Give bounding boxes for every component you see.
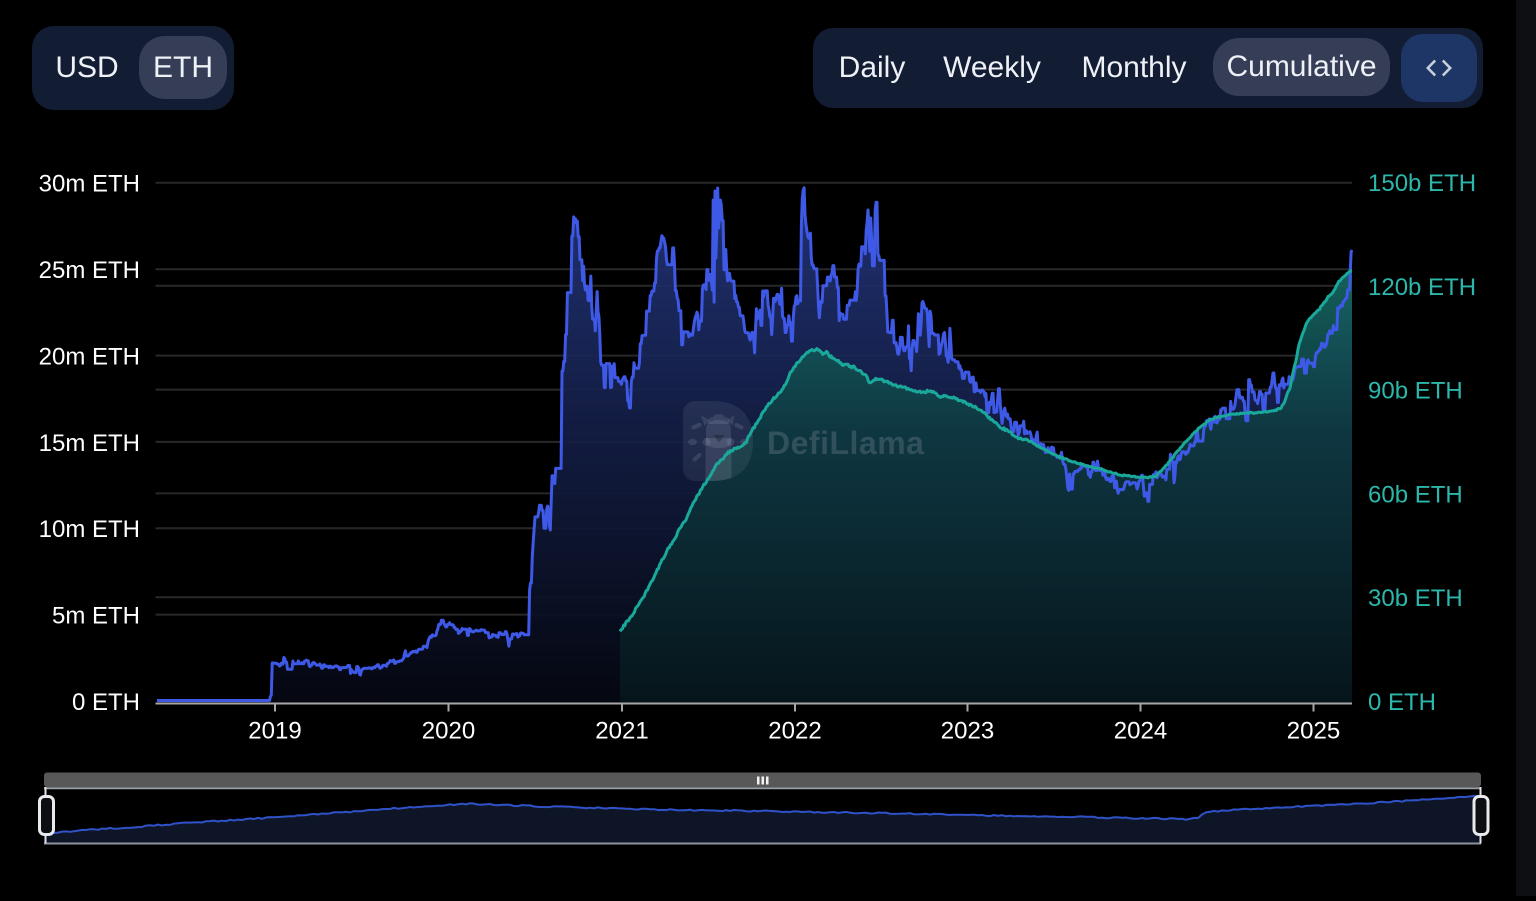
svg-text:2024: 2024 bbox=[1114, 718, 1167, 745]
svg-text:30b ETH: 30b ETH bbox=[1368, 585, 1463, 612]
svg-text:2021: 2021 bbox=[595, 718, 648, 745]
svg-text:0 ETH: 0 ETH bbox=[1368, 689, 1436, 716]
svg-text:2023: 2023 bbox=[941, 718, 994, 745]
svg-text:120b ETH: 120b ETH bbox=[1368, 274, 1476, 301]
svg-text:90b ETH: 90b ETH bbox=[1368, 378, 1463, 405]
svg-text:2019: 2019 bbox=[248, 718, 301, 745]
svg-text:5m ETH: 5m ETH bbox=[52, 603, 140, 630]
svg-text:20m ETH: 20m ETH bbox=[39, 343, 140, 370]
svg-text:10m ETH: 10m ETH bbox=[39, 516, 140, 543]
svg-text:30m ETH: 30m ETH bbox=[39, 171, 140, 198]
svg-text:2020: 2020 bbox=[422, 718, 475, 745]
svg-text:0 ETH: 0 ETH bbox=[72, 689, 140, 716]
svg-text:15m ETH: 15m ETH bbox=[39, 430, 140, 457]
svg-text:2022: 2022 bbox=[768, 718, 821, 745]
svg-text:60b ETH: 60b ETH bbox=[1368, 481, 1463, 508]
svg-text:DefiLlama: DefiLlama bbox=[767, 425, 924, 461]
svg-text:2025: 2025 bbox=[1287, 718, 1340, 745]
svg-text:25m ETH: 25m ETH bbox=[39, 257, 140, 284]
svg-text:150b ETH: 150b ETH bbox=[1368, 170, 1476, 197]
